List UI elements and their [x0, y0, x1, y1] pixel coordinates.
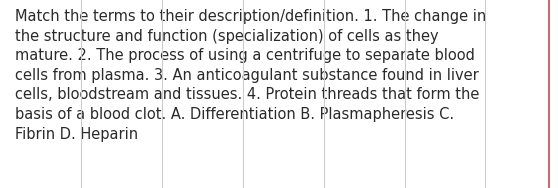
Text: Match the terms to their description/definition. 1. The change in
the structure : Match the terms to their description/def…: [16, 9, 487, 142]
